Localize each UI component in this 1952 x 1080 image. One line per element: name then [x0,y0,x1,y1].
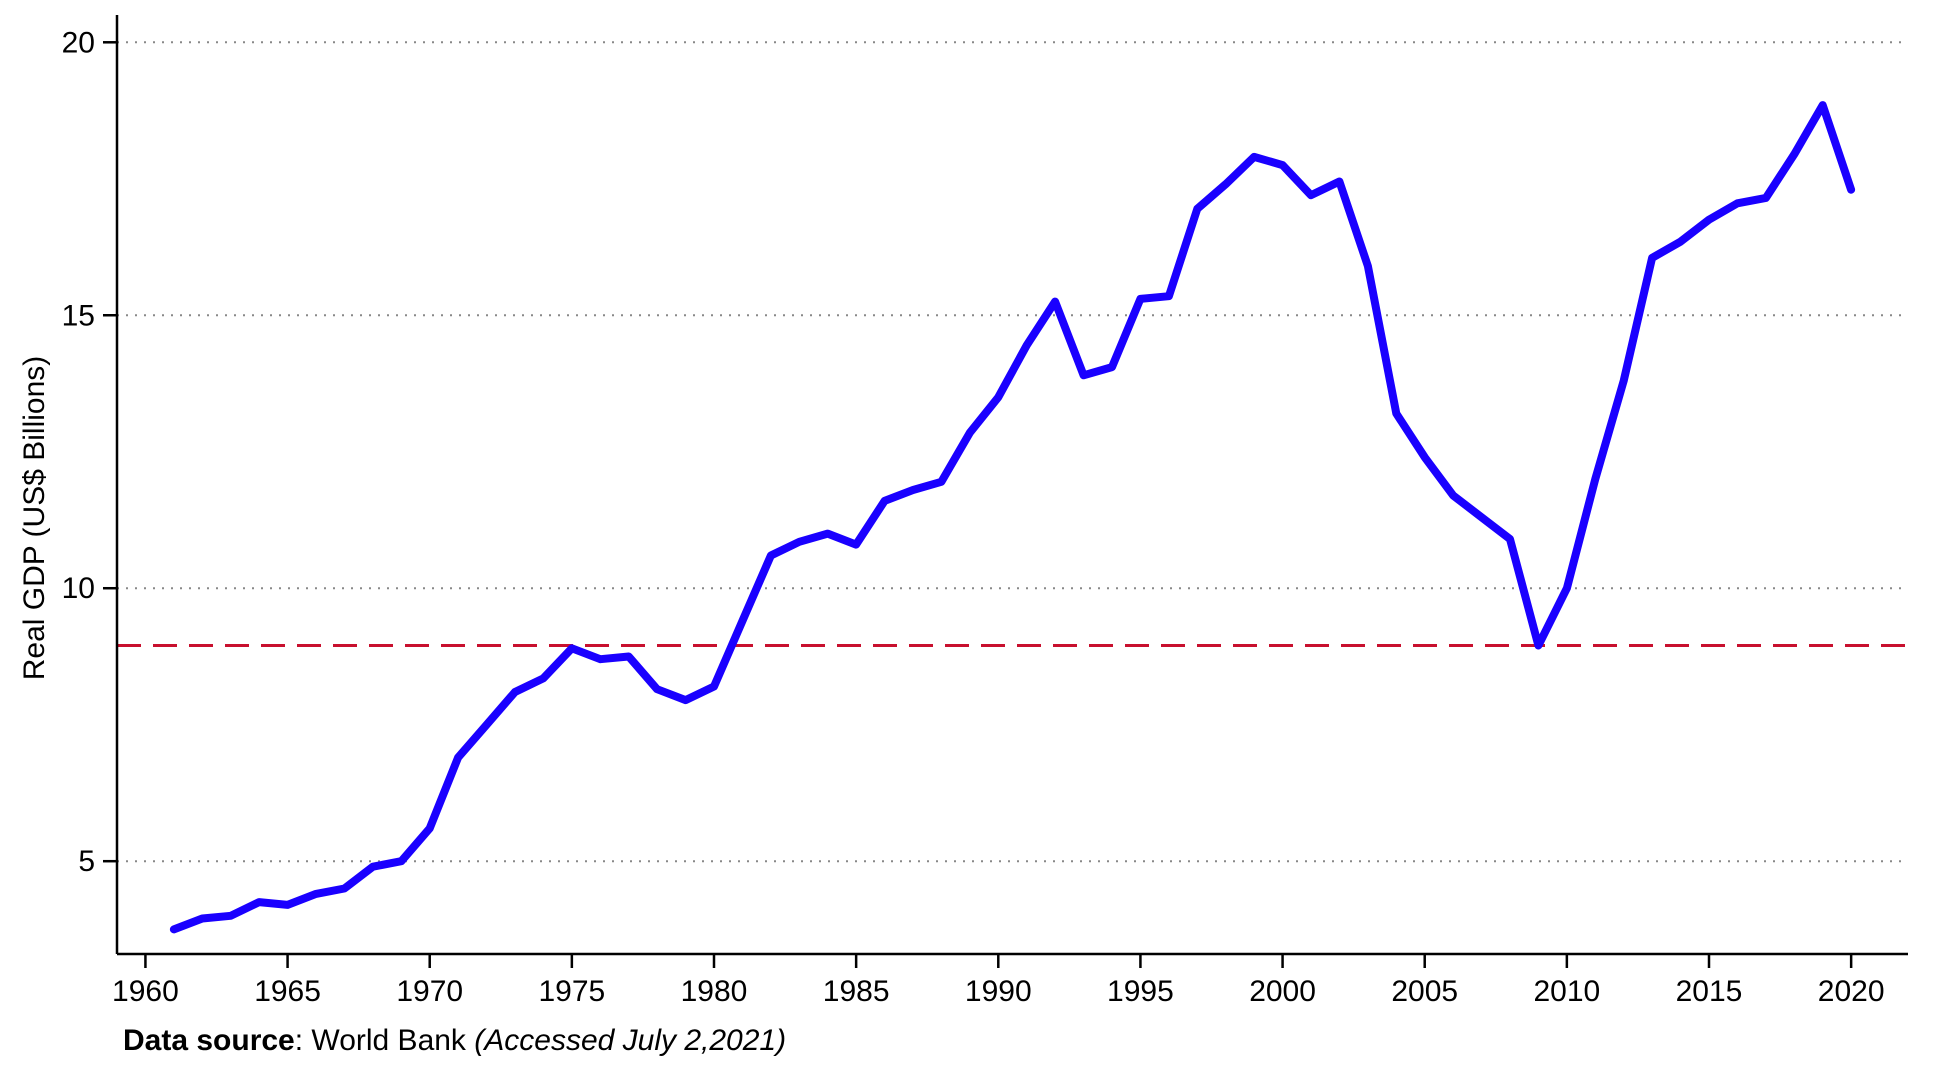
x-tick-label: 1975 [538,975,605,1008]
x-tick-label: 1985 [823,975,890,1008]
x-tick-label: 1980 [681,975,748,1008]
y-tick-label: 20 [62,26,95,59]
series-line-0 [169,101,1856,934]
accessed-date: (Accessed July 2,2021) [474,1024,787,1057]
gridlines [117,41,1908,863]
x-tick-label: 2000 [1249,975,1316,1008]
data-source-label: Data source [123,1024,295,1057]
x-tick-label: 2015 [1676,975,1743,1008]
x-tick-label: 1970 [396,975,463,1008]
series-layer [169,101,1856,934]
x-tick-label: 1965 [254,975,321,1008]
x-tick-label: 1995 [1107,975,1174,1008]
y-tick-label: 15 [62,299,95,332]
tick-labels: 5 10 15 20 1960 1965 1970 1975 1980 1985 1990 1995 2… [62,26,1885,1008]
x-tick-label: 2010 [1533,975,1600,1008]
data-source-text: : World Bank [294,1024,475,1057]
y-tick-label: 10 [62,572,95,605]
x-tick-label: 1960 [112,975,179,1008]
y-tick-label: 5 [78,845,95,878]
x-tick-label: 2005 [1391,975,1458,1008]
x-tick-label: 1990 [965,975,1032,1008]
axes [103,15,1908,968]
x-tick-label: 2020 [1818,975,1885,1008]
y-axis-title: Real GDP (US$ Billions) [18,356,51,681]
data-source-note: Data source: World Bank (Accessed July 2… [123,1024,786,1058]
